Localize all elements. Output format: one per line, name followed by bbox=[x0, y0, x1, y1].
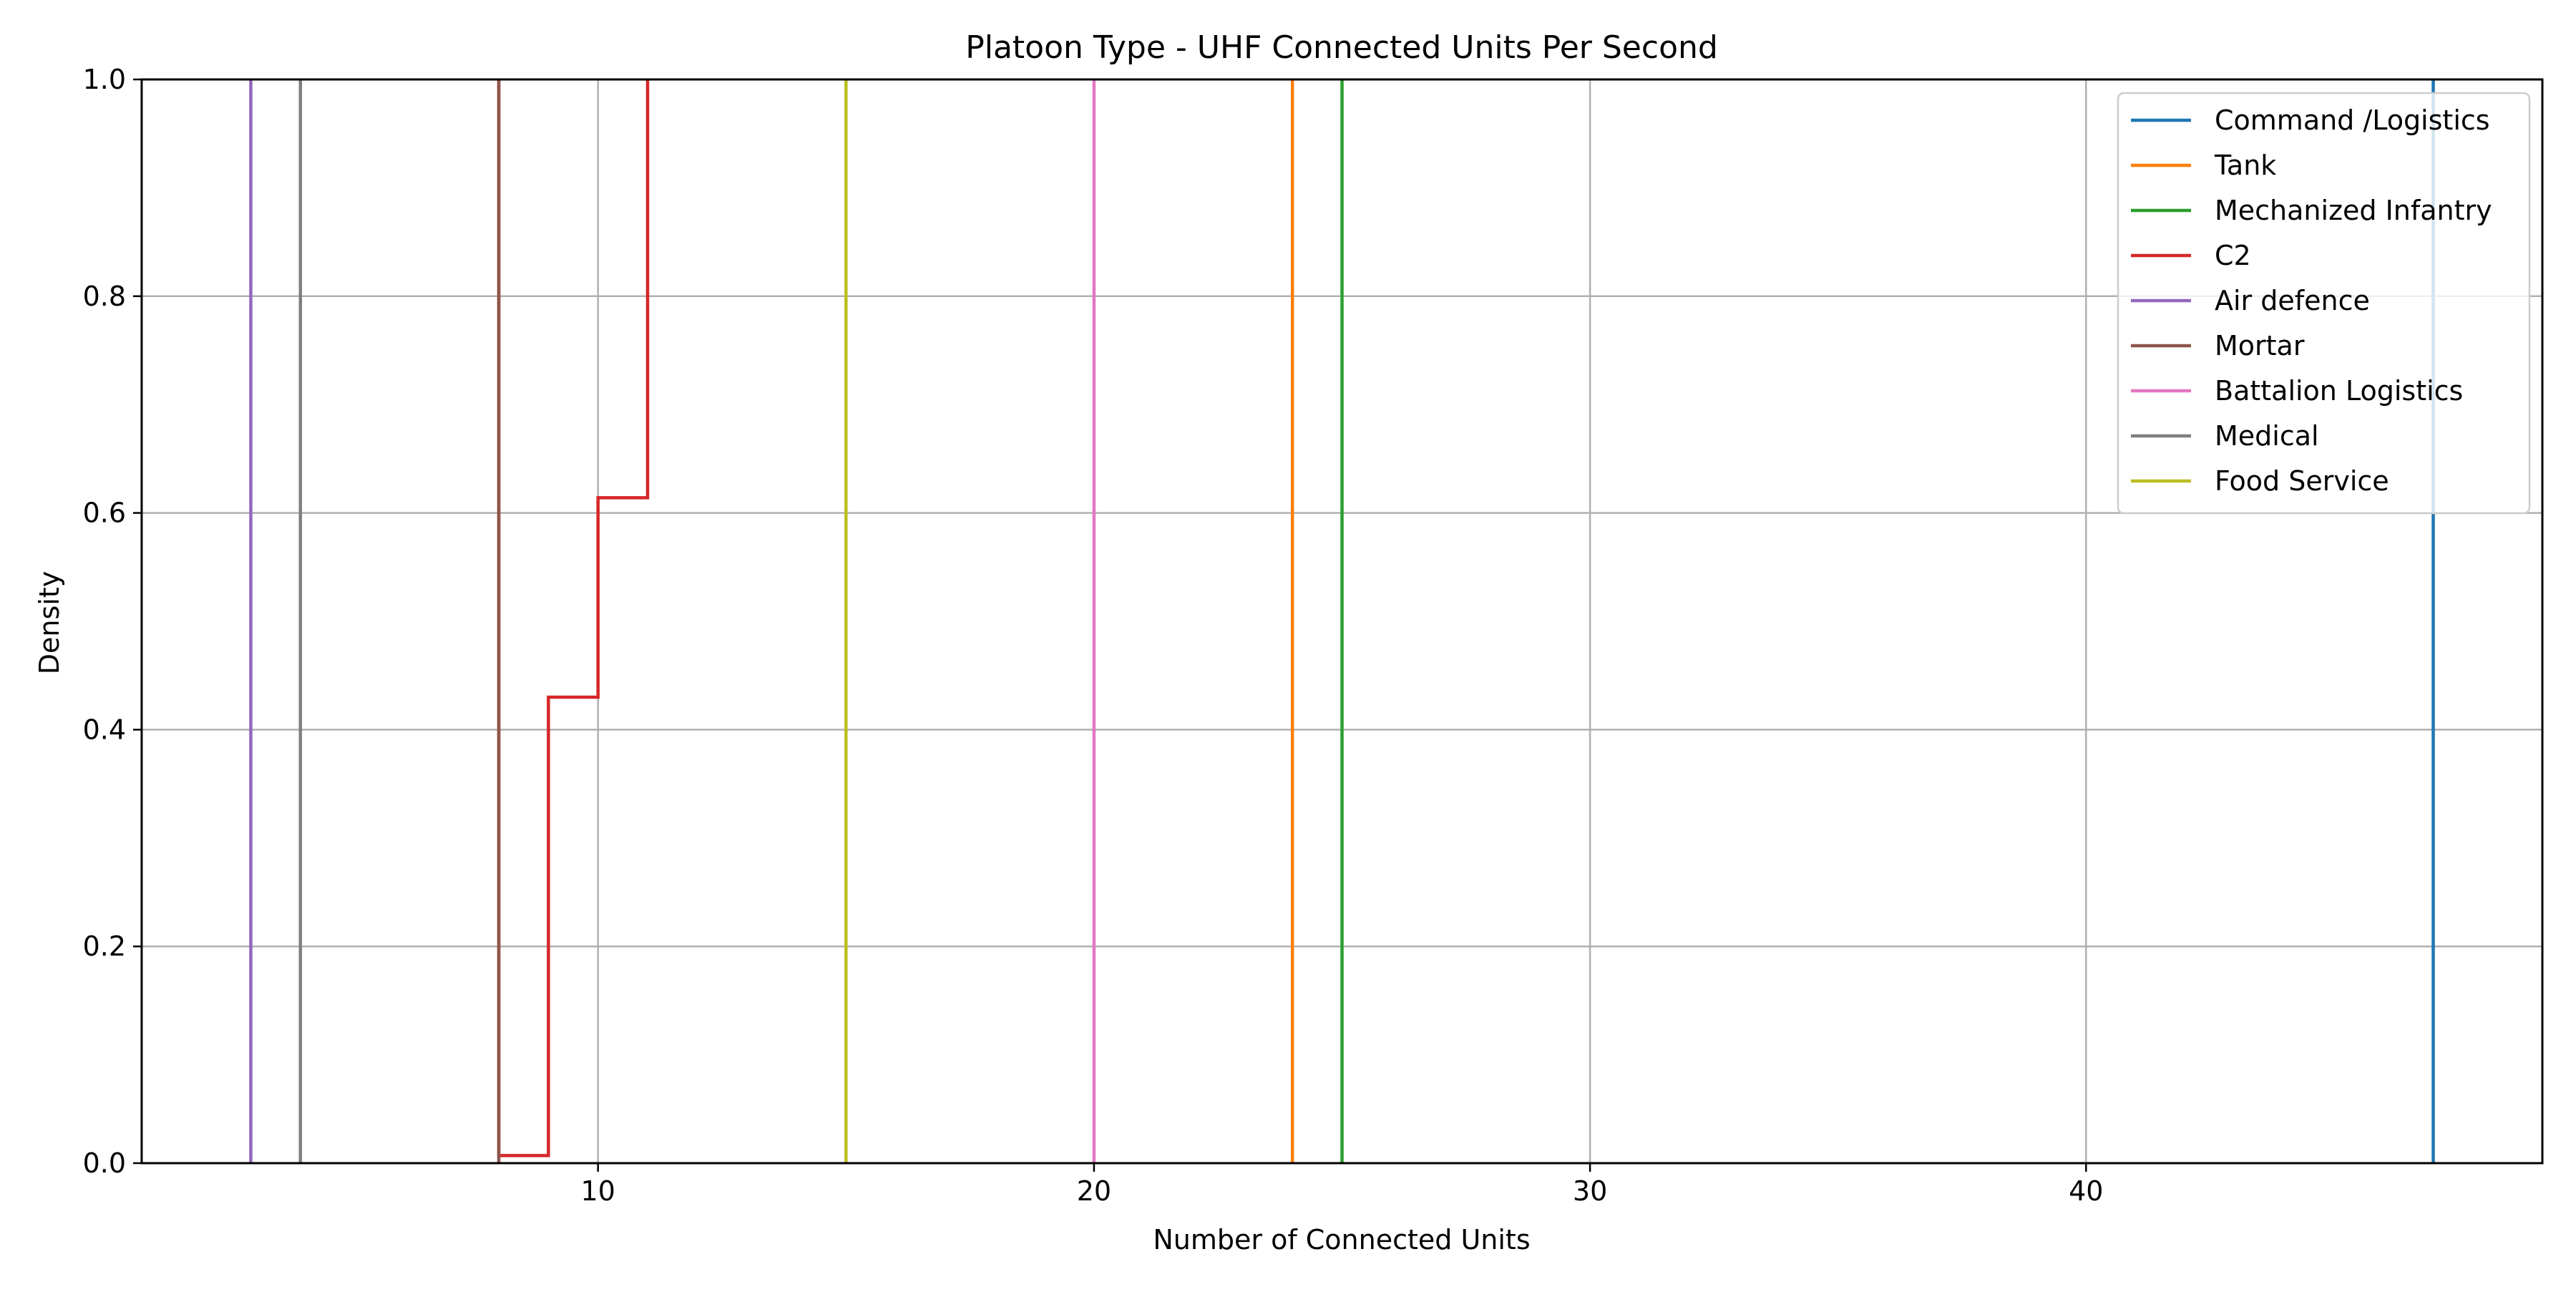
y-tick-label: 0.4 bbox=[83, 714, 126, 745]
plot-frame bbox=[140, 78, 2544, 1165]
x-tick-label: 20 bbox=[1077, 1175, 1111, 1207]
legend-label: Command /Logistics bbox=[2215, 105, 2490, 136]
legend-label: Mortar bbox=[2215, 330, 2305, 361]
y-tick-label: 0.8 bbox=[83, 281, 126, 312]
legend-label: C2 bbox=[2215, 240, 2251, 271]
y-tick-label: 0.0 bbox=[83, 1147, 126, 1179]
y-tick-label: 1.0 bbox=[83, 64, 126, 95]
legend-box bbox=[2117, 92, 2531, 515]
legend-label: Tank bbox=[2214, 150, 2276, 181]
y-tick-label: 0.6 bbox=[83, 497, 126, 529]
x-tick-label: 10 bbox=[581, 1175, 615, 1207]
legend-label: Mechanized Infantry bbox=[2215, 195, 2492, 226]
legend-label: Battalion Logistics bbox=[2215, 375, 2463, 407]
chart-title: Platoon Type - UHF Connected Units Per S… bbox=[965, 29, 1718, 66]
series-line-c2 bbox=[497, 79, 650, 1157]
y-tick-label: 0.2 bbox=[83, 931, 126, 962]
legend-label: Air defence bbox=[2215, 285, 2370, 316]
legend-label: Medical bbox=[2215, 420, 2319, 452]
x-tick-label: 40 bbox=[2069, 1175, 2103, 1207]
x-axis-label: Number of Connected Units bbox=[1153, 1224, 1530, 1255]
axis-ticks: 10 20 30 40 0.0 0.2 0.4 0.6 0.8 1.0 bbox=[83, 64, 2104, 1207]
y-axis-label: Density bbox=[34, 571, 65, 674]
legend: Command /Logistics Tank Mechanized Infantr… bbox=[2117, 92, 2531, 515]
x-tick-label: 30 bbox=[1573, 1175, 1607, 1207]
legend-label: Food Service bbox=[2215, 465, 2389, 497]
